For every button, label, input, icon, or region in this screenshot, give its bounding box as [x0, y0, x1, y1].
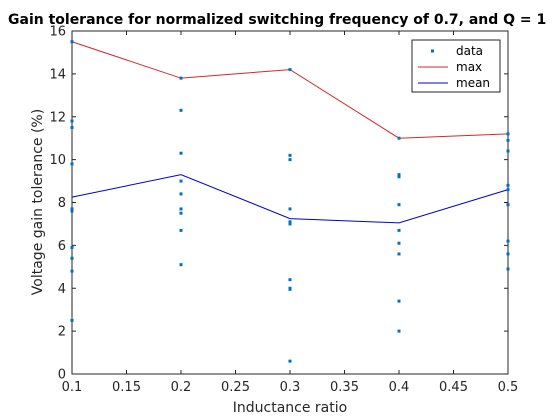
data-point	[288, 153, 292, 157]
y-tick-label: 0	[58, 368, 66, 383]
data-point	[179, 179, 183, 183]
x-tick-label: 0.35	[330, 380, 359, 395]
data-point	[397, 228, 401, 232]
data-point	[70, 209, 74, 213]
data-point	[506, 239, 510, 243]
data-point	[179, 211, 183, 215]
data-point	[179, 263, 183, 267]
series-line-mean	[71, 174, 509, 224]
data-point	[70, 269, 74, 273]
data-point	[397, 299, 401, 303]
data-point	[179, 228, 183, 232]
data-point	[288, 207, 292, 211]
data-point	[506, 149, 510, 153]
data-point	[288, 68, 292, 72]
x-axis-title: Inductance ratio	[233, 400, 347, 416]
y-tick-label: 10	[49, 153, 66, 168]
data-point	[179, 76, 183, 80]
data-point	[70, 246, 74, 250]
data-point	[506, 138, 510, 142]
x-tick-label: 0.5	[498, 380, 519, 395]
data-point	[70, 119, 74, 123]
data-point	[70, 40, 74, 44]
legend-marker-data	[431, 49, 434, 53]
chart-title: Gain tolerance for normalized switching …	[8, 12, 546, 28]
x-tick-label: 0.1	[62, 380, 83, 395]
data-point	[506, 267, 510, 271]
legend-label-max: max	[456, 60, 482, 74]
x-tick-label: 0.25	[221, 380, 250, 395]
data-point	[397, 175, 401, 179]
data-point	[397, 173, 401, 177]
y-tick-label: 6	[58, 239, 66, 254]
y-tick-label: 4	[58, 282, 66, 297]
data-point	[397, 203, 401, 207]
y-axis-title: Voltage gain tolerance (%)	[30, 109, 46, 295]
y-tick-label: 14	[49, 67, 66, 82]
data-point	[70, 162, 74, 166]
x-tick-label: 0.2	[171, 380, 192, 395]
data-point	[179, 192, 183, 196]
data-point	[506, 252, 510, 256]
data-point	[397, 252, 401, 256]
y-tick-label: 8	[58, 196, 66, 211]
data-point	[506, 183, 510, 187]
legend-label-mean: mean	[456, 76, 490, 90]
x-tick-label: 0.45	[439, 380, 468, 395]
data-point	[70, 207, 74, 211]
y-tick-label: 2	[58, 325, 66, 340]
legend: data max mean	[411, 39, 501, 93]
y-tick-label: 16	[49, 25, 66, 40]
x-tick-label: 0.3	[280, 380, 301, 395]
data-point	[397, 136, 401, 140]
x-tick-label: 0.4	[389, 380, 410, 395]
data-point	[288, 220, 292, 224]
data-point	[506, 132, 510, 136]
data-point	[179, 207, 183, 211]
data-point	[397, 241, 401, 245]
y-tick-label: 12	[49, 110, 66, 125]
plot-area: 0.1 0.15 0.2 0.25 0.3 0.35 0.4 0.45 0.5 0 2 4 6 8 10 12…	[49, 25, 518, 396]
data-point	[288, 359, 292, 363]
data-point	[288, 222, 292, 226]
data-point	[506, 188, 510, 192]
data-point	[288, 287, 292, 291]
data-point	[70, 125, 74, 129]
data-point	[179, 151, 183, 155]
data-point	[506, 203, 510, 207]
data-point	[70, 318, 74, 322]
x-tick-label: 0.15	[112, 380, 141, 395]
data-point	[70, 256, 74, 260]
data-point	[397, 329, 401, 333]
data-point	[288, 278, 292, 282]
data-point	[179, 108, 183, 112]
legend-label-data: data	[456, 44, 483, 58]
data-point	[288, 158, 292, 162]
